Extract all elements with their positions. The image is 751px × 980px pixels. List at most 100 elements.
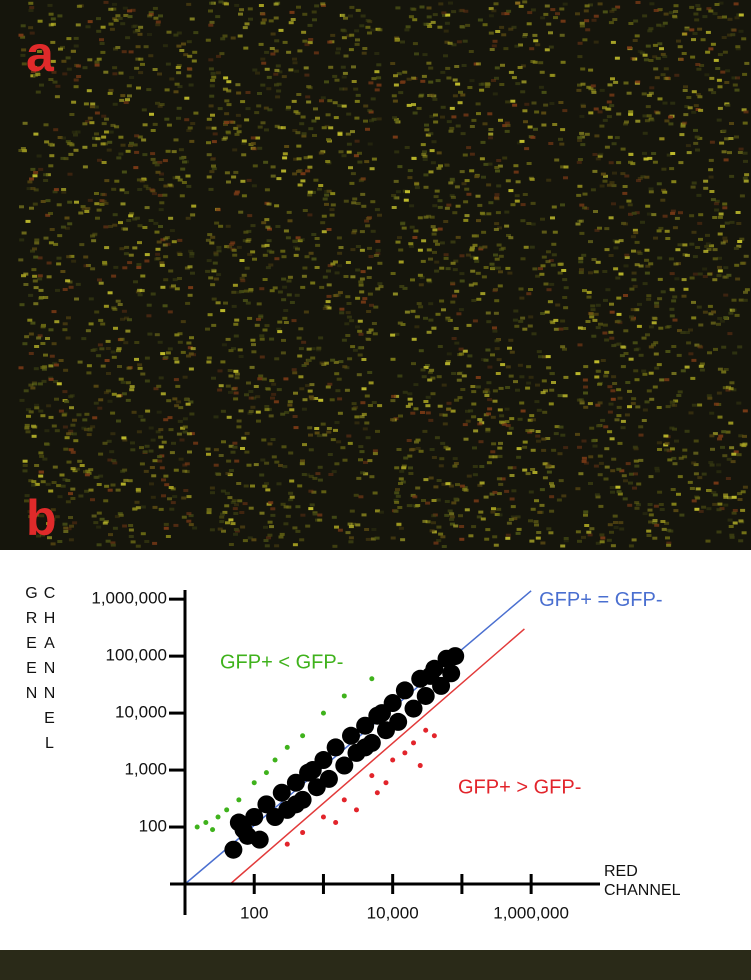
- array-spot: [558, 138, 563, 141]
- array-spot: [653, 161, 658, 164]
- array-spot: [394, 466, 399, 469]
- array-spot: [330, 359, 335, 362]
- array-spot: [190, 272, 195, 275]
- array-spot: [347, 316, 352, 319]
- array-spot: [508, 466, 513, 469]
- array-spot: [327, 427, 332, 430]
- array-spot: [398, 482, 403, 485]
- array-spot: [226, 385, 231, 388]
- array-spot: [90, 498, 95, 501]
- array-spot: [563, 3, 568, 6]
- array-spot: [307, 426, 312, 429]
- array-spot: [32, 275, 37, 278]
- array-spot: [627, 46, 632, 49]
- array-spot: [376, 76, 381, 79]
- array-spot: [36, 91, 41, 94]
- array-spot: [454, 462, 459, 465]
- array-spot: [360, 415, 365, 418]
- array-spot: [368, 81, 373, 84]
- array-spot: [484, 266, 489, 269]
- array-spot: [604, 227, 609, 230]
- array-spot: [428, 258, 433, 261]
- array-spot: [622, 192, 627, 195]
- array-spot: [732, 512, 737, 515]
- array-spot: [613, 267, 618, 270]
- array-spot: [586, 531, 591, 534]
- array-spot: [661, 290, 666, 293]
- array-spot: [243, 47, 248, 50]
- array-spot: [76, 283, 81, 286]
- array-spot: [471, 525, 476, 528]
- array-spot: [295, 131, 300, 134]
- array-spot: [147, 14, 152, 17]
- array-spot: [414, 52, 419, 55]
- array-spot: [551, 449, 556, 452]
- array-spot: [210, 84, 215, 87]
- array-spot: [720, 446, 725, 449]
- array-spot: [443, 422, 448, 425]
- array-spot: [649, 59, 654, 62]
- array-spot: [714, 403, 719, 406]
- array-spot: [643, 409, 648, 412]
- array-spot: [180, 168, 185, 171]
- array-spot: [236, 482, 241, 485]
- array-spot: [582, 206, 587, 209]
- array-spot: [138, 224, 143, 227]
- array-spot: [709, 412, 714, 415]
- array-spot: [577, 136, 582, 139]
- array-spot: [312, 477, 317, 480]
- array-spot: [156, 171, 161, 174]
- array-spot: [29, 6, 34, 9]
- array-spot: [741, 37, 746, 40]
- array-spot: [711, 322, 716, 325]
- array-spot: [326, 113, 331, 116]
- array-spot: [637, 303, 642, 306]
- array-spot: [255, 395, 260, 398]
- array-spot: [546, 464, 551, 467]
- array-spot: [707, 351, 712, 354]
- array-spot: [692, 231, 697, 234]
- array-spot: [70, 497, 75, 500]
- array-spot: [476, 112, 481, 115]
- array-spot: [297, 484, 302, 487]
- array-spot: [632, 272, 637, 275]
- array-spot: [69, 448, 74, 451]
- array-spot: [363, 120, 368, 123]
- array-spot: [344, 322, 349, 325]
- array-spot: [168, 310, 173, 313]
- array-spot: [540, 16, 545, 19]
- array-spot: [240, 279, 245, 282]
- array-spot: [348, 166, 353, 169]
- array-spot: [286, 506, 291, 509]
- array-spot: [160, 286, 165, 289]
- array-spot: [166, 150, 171, 153]
- data-point: [321, 711, 326, 716]
- array-spot: [360, 230, 365, 233]
- array-spot: [250, 485, 255, 488]
- array-spot: [363, 427, 368, 430]
- array-spot: [526, 382, 531, 385]
- array-spot: [157, 460, 162, 463]
- array-spot: [254, 463, 259, 466]
- array-spot: [649, 2, 654, 5]
- array-spot: [187, 75, 192, 78]
- array-spot: [218, 0, 223, 3]
- array-spot: [78, 361, 83, 364]
- array-spot: [251, 350, 256, 353]
- array-spot: [305, 473, 310, 476]
- array-spot: [692, 182, 697, 185]
- array-spot: [137, 363, 142, 366]
- array-spot: [623, 222, 628, 225]
- array-spot: [735, 45, 740, 48]
- array-spot: [514, 325, 519, 328]
- array-spot: [674, 440, 679, 443]
- array-spot: [304, 66, 309, 69]
- array-spot: [28, 2, 33, 5]
- array-spot: [463, 200, 468, 203]
- array-spot: [432, 326, 437, 329]
- array-spot: [256, 318, 261, 321]
- array-spot: [581, 105, 586, 108]
- array-spot: [108, 291, 113, 294]
- array-spot: [448, 2, 453, 5]
- array-spot: [130, 448, 135, 451]
